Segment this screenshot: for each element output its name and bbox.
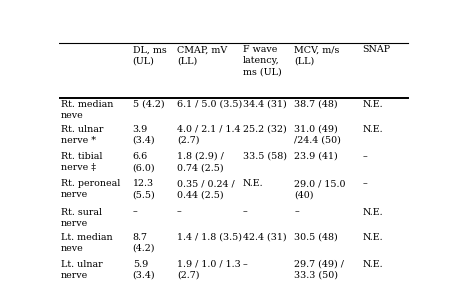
Text: Rt. peroneal
nerve: Rt. peroneal nerve: [61, 179, 120, 200]
Text: –: –: [362, 152, 367, 161]
Text: 34.4 (31): 34.4 (31): [243, 100, 287, 109]
Text: N.E.: N.E.: [362, 125, 383, 134]
Text: F wave
latency,
ms (UL): F wave latency, ms (UL): [243, 45, 282, 76]
Text: 12.3
(5.5): 12.3 (5.5): [133, 179, 155, 200]
Text: 4.0 / 2.1 / 1.4
(2.7): 4.0 / 2.1 / 1.4 (2.7): [177, 125, 240, 145]
Text: N.E.: N.E.: [362, 100, 383, 109]
Text: 29.7 (49) /
33.3 (50): 29.7 (49) / 33.3 (50): [294, 260, 344, 280]
Text: 42.4 (31): 42.4 (31): [243, 233, 287, 242]
Text: 5.9
(3.4): 5.9 (3.4): [133, 260, 155, 280]
Text: 6.6
(6.0): 6.6 (6.0): [133, 152, 155, 172]
Text: 0.35 / 0.24 /
0.44 (2.5): 0.35 / 0.24 / 0.44 (2.5): [177, 179, 235, 200]
Text: Rt. ulnar
nerve *: Rt. ulnar nerve *: [61, 125, 103, 145]
Text: Lt. ulnar
nerve: Lt. ulnar nerve: [61, 260, 103, 280]
Text: 1.9 / 1.0 / 1.3
(2.7): 1.9 / 1.0 / 1.3 (2.7): [177, 260, 240, 280]
Text: 8.7
(4.2): 8.7 (4.2): [133, 233, 155, 253]
Text: SNAP: SNAP: [362, 45, 391, 54]
Text: N.E.: N.E.: [362, 233, 383, 242]
Text: 1.4 / 1.8 (3.5): 1.4 / 1.8 (3.5): [177, 233, 242, 242]
Text: 3.9
(3.4): 3.9 (3.4): [133, 125, 155, 145]
Text: 25.2 (32): 25.2 (32): [243, 125, 287, 134]
Text: 29.0 / 15.0
(40): 29.0 / 15.0 (40): [294, 179, 346, 200]
Text: DL, ms
(UL): DL, ms (UL): [133, 45, 166, 66]
Text: –: –: [243, 260, 248, 269]
Text: –: –: [243, 208, 248, 217]
Text: 33.5 (58): 33.5 (58): [243, 152, 287, 161]
Text: Rt. median
neve: Rt. median neve: [61, 100, 113, 120]
Text: N.E.: N.E.: [243, 179, 264, 188]
Text: –: –: [362, 179, 367, 188]
Text: Rt. sural
nerve: Rt. sural nerve: [61, 208, 102, 228]
Text: N.E.: N.E.: [362, 260, 383, 269]
Text: N.E.: N.E.: [362, 208, 383, 217]
Text: 38.7 (48): 38.7 (48): [294, 100, 338, 109]
Text: CMAP, mV
(LL): CMAP, mV (LL): [177, 45, 227, 66]
Text: 23.9 (41): 23.9 (41): [294, 152, 338, 161]
Text: –: –: [177, 208, 182, 217]
Text: 5 (4.2): 5 (4.2): [133, 100, 164, 109]
Text: MCV, m/s
(LL): MCV, m/s (LL): [294, 45, 340, 66]
Text: Lt. median
neve: Lt. median neve: [61, 233, 113, 253]
Text: 30.5 (48): 30.5 (48): [294, 233, 338, 242]
Text: –: –: [133, 208, 137, 217]
Text: –: –: [294, 208, 299, 217]
Text: 1.8 (2.9) /
0.74 (2.5): 1.8 (2.9) / 0.74 (2.5): [177, 152, 224, 172]
Text: 6.1 / 5.0 (3.5): 6.1 / 5.0 (3.5): [177, 100, 242, 109]
Text: Rt. tibial
nerve ‡: Rt. tibial nerve ‡: [61, 152, 102, 172]
Text: 31.0 (49)
/24.4 (50): 31.0 (49) /24.4 (50): [294, 125, 341, 145]
